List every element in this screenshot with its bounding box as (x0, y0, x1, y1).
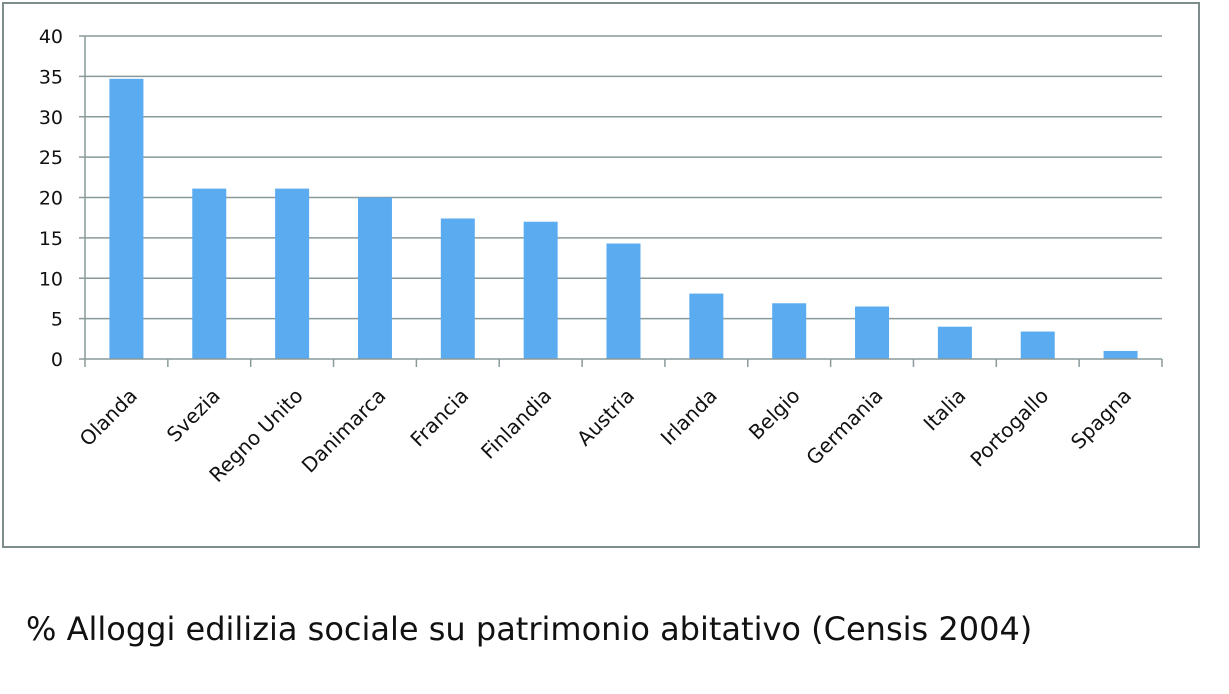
x-tick-label: Svezia (162, 384, 225, 447)
x-tick-label: Austria (572, 384, 639, 451)
axes (79, 35, 1163, 367)
x-tick-label: Finlandia (476, 384, 556, 464)
y-tick-label: 30 (39, 107, 63, 129)
bar-austria (606, 243, 641, 359)
y-tick-labels: 0 5 10 15 20 25 30 35 40 (39, 26, 63, 371)
y-tick-label: 20 (39, 188, 63, 210)
y-tick-label: 5 (51, 309, 63, 331)
x-tick-label: Belgio (744, 384, 805, 445)
x-tick-label: Olanda (75, 384, 142, 451)
bar-olanda (109, 78, 144, 360)
y-tick-label: 35 (39, 66, 63, 88)
bar-portogallo (1020, 331, 1055, 359)
bar-irlanda (689, 293, 724, 359)
y-tick-label: 10 (39, 268, 63, 290)
y-tick-label: 15 (39, 228, 63, 250)
x-tick-label: Irlanda (656, 384, 722, 450)
y-tick-label: 0 (51, 349, 63, 371)
x-tick-label: Francia (405, 384, 473, 452)
bar-spagna (1103, 350, 1138, 359)
y-tick-label: 40 (39, 26, 63, 48)
gridlines (85, 35, 1162, 320)
bar-francia (440, 218, 475, 359)
bar-regno-unito (275, 188, 310, 359)
y-tick-label: 25 (39, 147, 63, 169)
bar-svezia (192, 188, 227, 359)
x-tick-label: Danimarca (297, 384, 391, 478)
x-tick-label: Italia (919, 384, 971, 436)
chart-caption: % Alloggi edilizia sociale su patrimonio… (26, 610, 1033, 648)
bar-germania (855, 306, 890, 359)
bars (109, 78, 1138, 360)
bar-finlandia (523, 221, 558, 359)
x-tick-label: Portogallo (965, 384, 1053, 472)
bar-belgio (772, 303, 807, 359)
x-tick-label: Germania (801, 384, 887, 470)
bar-danimarca (357, 197, 392, 359)
x-tick-label: Spagna (1066, 384, 1136, 454)
bar-italia (937, 326, 972, 359)
